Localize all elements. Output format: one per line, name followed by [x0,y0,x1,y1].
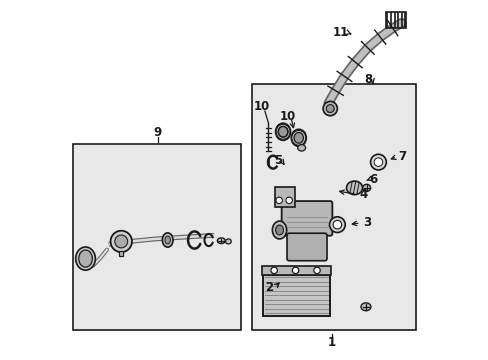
Ellipse shape [275,123,290,140]
Text: 2: 2 [265,281,273,294]
Bar [386,12,406,28]
Text: 5: 5 [274,154,282,167]
Ellipse shape [272,221,286,239]
Ellipse shape [79,250,92,267]
FancyBboxPatch shape [286,233,326,261]
Text: 11: 11 [332,26,348,39]
Text: 1: 1 [327,336,335,350]
Text: 7: 7 [398,150,406,163]
Ellipse shape [162,233,173,247]
Ellipse shape [225,239,231,244]
Circle shape [285,197,292,203]
Bar [274,187,294,207]
Circle shape [370,154,386,170]
Ellipse shape [325,105,333,112]
Text: 10: 10 [279,110,295,123]
Circle shape [115,235,127,248]
Ellipse shape [278,126,287,137]
Ellipse shape [294,132,303,143]
Circle shape [110,231,132,252]
Ellipse shape [76,247,95,270]
Text: 4: 4 [358,188,366,201]
Ellipse shape [360,303,370,311]
Text: 3: 3 [362,216,370,229]
FancyBboxPatch shape [281,201,332,236]
Ellipse shape [297,145,305,151]
Ellipse shape [217,238,225,244]
Ellipse shape [291,129,305,147]
Circle shape [292,267,298,274]
Ellipse shape [275,225,283,235]
Ellipse shape [362,184,370,192]
Ellipse shape [346,181,362,195]
Circle shape [313,267,320,274]
Bar [73,144,241,330]
Circle shape [332,220,341,229]
Bar [261,266,331,275]
Text: 9: 9 [153,126,162,139]
Text: 6: 6 [369,173,377,186]
Ellipse shape [164,236,170,244]
Text: 8: 8 [364,73,372,86]
Text: 10: 10 [253,100,269,113]
Bar [119,251,123,256]
Bar [251,84,415,330]
Circle shape [373,158,382,166]
Circle shape [275,197,282,203]
Ellipse shape [323,102,337,116]
Circle shape [270,267,277,274]
Circle shape [329,217,345,233]
Bar [263,275,329,316]
